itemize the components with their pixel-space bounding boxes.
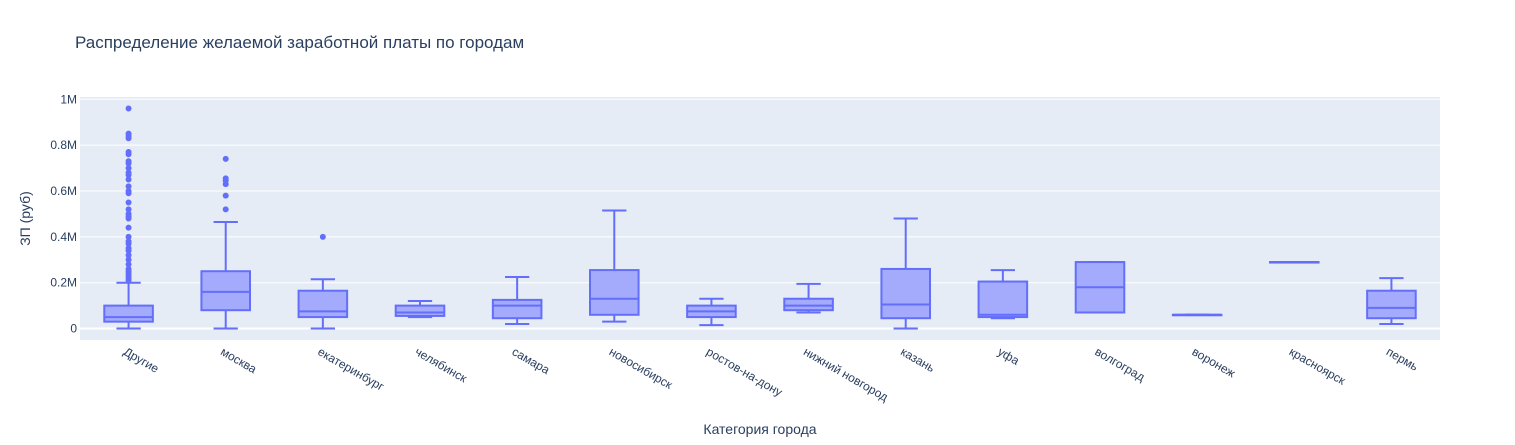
outlier-point <box>125 187 132 194</box>
iqr-box <box>394 304 446 317</box>
outlier-point <box>125 165 132 172</box>
x-tick-label: воронеж <box>1190 344 1238 380</box>
outlier-point <box>125 245 132 252</box>
x-tick-label: ростов-на-дону <box>704 344 785 399</box>
box-8 <box>880 217 932 330</box>
y-tick-label: 0.4M <box>50 230 77 244</box>
outlier-point <box>125 238 132 245</box>
box-12 <box>1269 261 1320 264</box>
outlier-point <box>222 175 229 182</box>
y-tick-label: 1M <box>60 92 77 106</box>
gridlines <box>80 98 1440 330</box>
outlier-point <box>125 261 132 268</box>
box-6 <box>686 297 737 327</box>
outlier-point <box>222 192 229 199</box>
box-0 <box>103 105 154 330</box>
y-axis-ticks: 0 0.2M 0.4M 0.6M 0.8M 1M <box>50 92 77 335</box>
outlier-point <box>125 158 132 165</box>
box-11 <box>1171 313 1223 317</box>
iqr-box <box>880 267 932 320</box>
x-tick-label: уфа <box>995 344 1022 367</box>
iqr-box <box>977 280 1029 319</box>
y-tick-label: 0 <box>70 322 77 336</box>
x-tick-label: челябинск <box>413 344 470 385</box>
outlier-point <box>125 210 132 217</box>
x-tick-label: Другие <box>121 344 162 375</box>
outlier-point <box>125 233 132 240</box>
box-series <box>103 105 1417 330</box>
outlier-point <box>222 206 229 213</box>
y-tick-label: 0.8M <box>50 138 77 152</box>
iqr-box <box>1366 289 1417 320</box>
x-tick-label: самара <box>510 344 553 377</box>
x-tick-label: москва <box>218 344 259 376</box>
box-7 <box>783 282 834 314</box>
outlier-point <box>319 233 326 240</box>
outlier-point <box>125 199 132 206</box>
iqr-box <box>200 270 252 312</box>
outlier-point <box>125 130 132 137</box>
x-tick-label: екатеринбург <box>315 344 387 394</box>
box-10 <box>1074 261 1126 314</box>
outlier-point <box>125 169 132 176</box>
outlier-point <box>222 155 229 162</box>
iqr-box <box>491 298 543 320</box>
box-13 <box>1366 277 1417 325</box>
outlier-point <box>125 105 132 112</box>
x-tick-label: волгоград <box>1093 344 1148 384</box>
x-tick-label: красноярск <box>1287 344 1349 388</box>
box-2 <box>297 233 349 330</box>
outlier-point <box>125 252 132 259</box>
x-tick-label: нижний новгород <box>801 344 891 404</box>
y-tick-label: 0.2M <box>50 276 77 290</box>
iqr-box <box>103 304 154 323</box>
box-3 <box>394 300 446 319</box>
iqr-box <box>783 297 834 312</box>
x-axis-title: Категория города <box>703 421 816 437</box>
x-tick-label: новосибирск <box>607 344 676 392</box>
outlier-point <box>125 256 132 263</box>
box-5 <box>589 209 640 323</box>
box-4 <box>491 275 543 325</box>
outlier-point <box>125 149 132 156</box>
outlier-point <box>125 176 132 183</box>
box-9 <box>977 269 1029 320</box>
y-tick-label: 0.6M <box>50 184 77 198</box>
outlier-point <box>125 183 132 190</box>
iqr-box <box>297 289 349 319</box>
outlier-point <box>125 265 132 272</box>
x-axis-ticks: Другие москва екатеринбург челябинск самара н… <box>121 344 1421 404</box>
outlier-point <box>125 206 132 213</box>
plot-area <box>80 97 1440 340</box>
outlier-point <box>125 224 132 231</box>
box-1 <box>200 155 252 330</box>
chart-title: Распределение желаемой заработной платы … <box>75 33 524 52</box>
iqr-box <box>589 269 640 316</box>
x-tick-label: пермь <box>1384 344 1421 373</box>
x-tick-label: казань <box>898 344 937 375</box>
y-axis-title: ЗП (руб) <box>17 191 33 246</box>
